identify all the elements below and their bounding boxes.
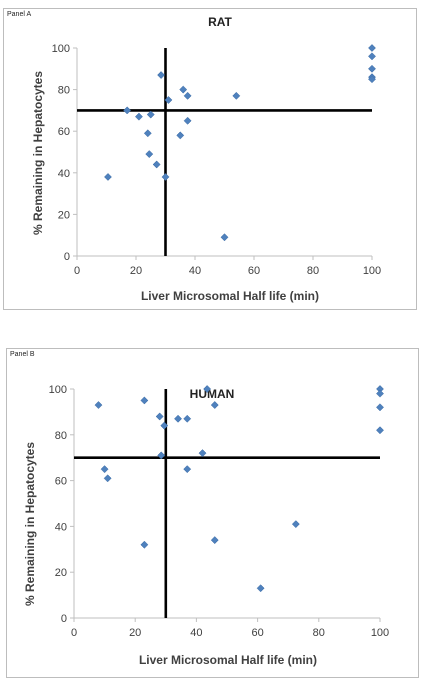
data-point xyxy=(140,396,149,405)
data-point xyxy=(143,129,152,138)
data-point xyxy=(368,44,376,52)
data-point xyxy=(152,160,161,169)
human-scatter-chart: HUMAN Liver Microsomal Half life (min) %… xyxy=(23,384,389,667)
chart-title: HUMAN xyxy=(190,387,235,401)
data-point xyxy=(183,414,192,423)
x-tick-label: 60 xyxy=(251,627,263,639)
rat-scatter-chart: RAT Liver Microsomal Half life (min) % R… xyxy=(31,15,381,303)
x-tick-label: 100 xyxy=(371,627,389,639)
data-point xyxy=(291,520,300,529)
x-tick-label: 60 xyxy=(248,265,260,277)
panel-a: Panel A RAT Liver Microsomal Half life (… xyxy=(3,8,417,310)
data-point xyxy=(176,131,185,140)
y-tick-label: 60 xyxy=(58,126,70,138)
data-point xyxy=(368,64,376,73)
data-point xyxy=(183,116,192,125)
data-point xyxy=(232,91,241,100)
data-point xyxy=(157,451,166,460)
panel-label: Panel B xyxy=(10,351,35,358)
data-point xyxy=(203,385,212,393)
y-axis-label: % Remaining in Hepatocytes xyxy=(23,442,37,606)
x-tick-label: 0 xyxy=(71,627,77,639)
x-tick-label: 20 xyxy=(129,627,141,639)
data-point xyxy=(174,414,182,423)
data-point xyxy=(368,75,376,84)
x-tick-label: 80 xyxy=(307,265,319,277)
y-tick-label: 60 xyxy=(55,476,67,488)
data-point xyxy=(210,536,219,545)
data-point xyxy=(134,112,143,121)
y-tick-label: 20 xyxy=(58,209,70,221)
data-point xyxy=(179,85,188,94)
data-point xyxy=(256,584,265,593)
data-point xyxy=(94,401,103,409)
data-point xyxy=(145,150,154,159)
y-tick-label: 80 xyxy=(58,85,70,97)
y-tick-label: 40 xyxy=(58,168,70,180)
x-axis-label: Liver Microsomal Half life (min) xyxy=(141,289,319,303)
data-point xyxy=(220,233,229,242)
data-point xyxy=(140,540,149,549)
y-tick-label: 20 xyxy=(55,567,67,579)
data-point xyxy=(155,412,164,421)
data-point xyxy=(183,465,192,474)
data-point xyxy=(376,403,384,412)
data-point xyxy=(146,110,155,119)
data-point xyxy=(164,96,173,104)
data-point xyxy=(198,449,207,458)
panel-label: Panel A xyxy=(7,11,32,18)
x-axis-label: Liver Microsomal Half life (min) xyxy=(139,653,317,667)
y-axis-label: % Remaining in Hepatocytes xyxy=(31,71,45,235)
y-tick-label: 100 xyxy=(52,43,70,55)
data-point xyxy=(157,71,166,79)
data-point xyxy=(210,401,219,409)
panel-b: Panel B HUMAN Liver Microsomal Half life… xyxy=(6,348,419,678)
data-point xyxy=(100,465,109,474)
x-tick-label: 40 xyxy=(189,265,201,277)
data-point xyxy=(104,173,112,181)
x-tick-label: 80 xyxy=(313,627,325,639)
chart-title: RAT xyxy=(208,15,232,29)
data-point xyxy=(123,106,132,115)
data-point xyxy=(368,52,376,61)
y-tick-label: 100 xyxy=(49,384,67,396)
data-point xyxy=(183,91,192,100)
y-tick-label: 0 xyxy=(61,613,67,625)
y-tick-label: 0 xyxy=(64,251,70,263)
data-point xyxy=(103,474,112,483)
x-tick-label: 100 xyxy=(363,265,381,277)
y-tick-label: 80 xyxy=(55,430,67,442)
y-tick-label: 40 xyxy=(55,521,67,533)
data-point xyxy=(376,426,384,435)
x-tick-label: 40 xyxy=(190,627,202,639)
data-point xyxy=(160,421,169,430)
x-tick-label: 20 xyxy=(130,265,142,277)
data-point xyxy=(376,389,384,398)
data-point xyxy=(161,173,170,181)
x-tick-label: 0 xyxy=(74,265,80,277)
